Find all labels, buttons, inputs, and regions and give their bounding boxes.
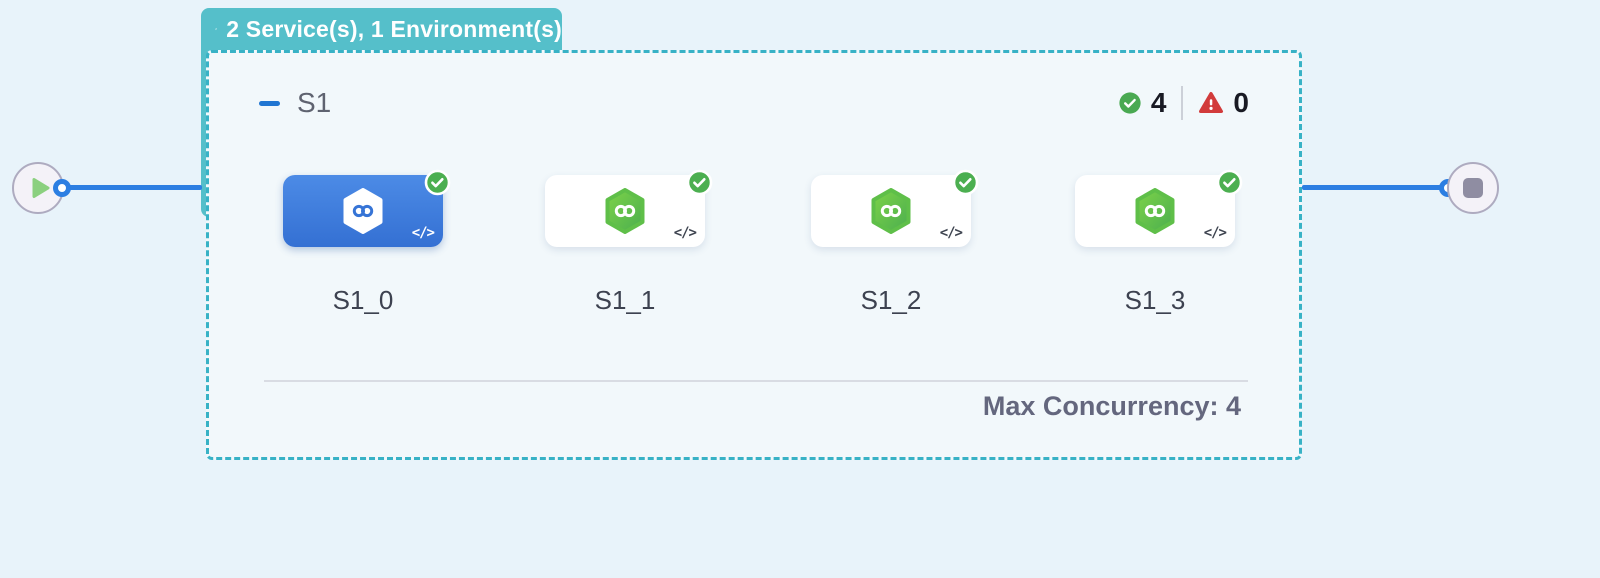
step-label-s1-0: S1_0 bbox=[332, 285, 394, 315]
step-label-s1-1: S1_1 bbox=[594, 285, 656, 315]
play-icon bbox=[32, 178, 50, 198]
max-concurrency-label: Max Concurrency: 4 bbox=[982, 391, 1241, 421]
failure-count: 0 bbox=[1233, 87, 1249, 118]
step-success-badge-icon bbox=[686, 169, 713, 196]
stage-header: S1 4 0 bbox=[259, 81, 1249, 125]
failure-count-icon bbox=[1199, 92, 1224, 113]
collapse-stage-icon[interactable] bbox=[259, 100, 280, 106]
step-card-s1-0[interactable]: </> bbox=[283, 169, 451, 247]
flow-line-right bbox=[1302, 185, 1448, 190]
count-divider bbox=[1181, 86, 1184, 120]
loop-icon bbox=[215, 28, 217, 30]
service-infinity-icon bbox=[343, 188, 383, 234]
code-icon: </> bbox=[673, 225, 697, 241]
stage-name[interactable]: S1 bbox=[297, 87, 332, 118]
code-icon: </> bbox=[411, 225, 435, 241]
connector-dot-left[interactable] bbox=[53, 179, 71, 197]
code-icon: </> bbox=[939, 225, 963, 241]
step-card-s1-3[interactable]: </> bbox=[1075, 169, 1243, 247]
service-infinity-icon bbox=[605, 188, 645, 234]
success-count: 4 bbox=[1150, 87, 1167, 118]
step-success-badge-icon bbox=[952, 169, 979, 196]
step-card-s1-2[interactable]: </> bbox=[811, 169, 979, 247]
loop-strategy-badge-row: 2 Service(s), 1 Environment(s) bbox=[201, 8, 562, 50]
pipeline-end-node[interactable] bbox=[1447, 162, 1499, 214]
stage-footer-divider bbox=[264, 380, 1248, 382]
step-label-s1-3: S1_3 bbox=[1124, 285, 1186, 315]
pipeline-start-node[interactable] bbox=[12, 162, 64, 214]
step-success-badge-icon bbox=[1216, 169, 1243, 196]
loop-strategy-label: 2 Service(s), 1 Environment(s) bbox=[226, 15, 562, 42]
success-count-icon bbox=[1119, 92, 1141, 114]
step-label-s1-2: S1_2 bbox=[860, 285, 922, 315]
service-infinity-icon bbox=[1135, 188, 1175, 234]
service-infinity-icon bbox=[871, 188, 911, 234]
step-card-s1-1[interactable]: </> bbox=[545, 169, 713, 247]
step-success-badge-icon bbox=[424, 169, 451, 196]
stage-container: S1 4 0 bbox=[206, 50, 1302, 460]
flow-line-left bbox=[62, 185, 202, 190]
code-icon: </> bbox=[1203, 225, 1227, 241]
stop-icon bbox=[1463, 178, 1483, 198]
